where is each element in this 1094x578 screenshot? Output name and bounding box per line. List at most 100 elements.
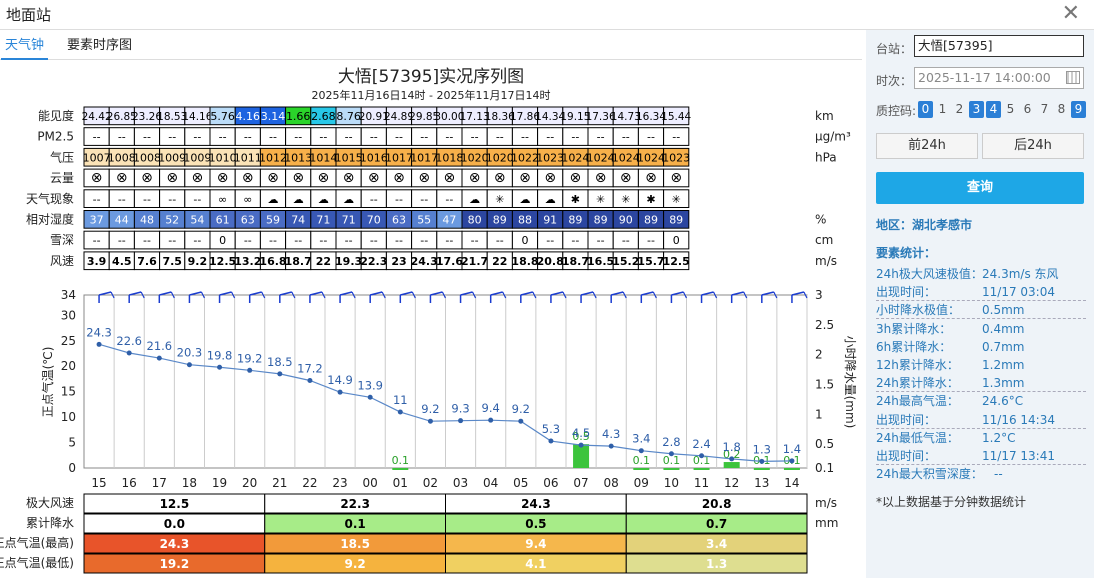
table-value: --: [370, 234, 378, 247]
qc-code-7[interactable]: 7: [1040, 102, 1049, 116]
table-value: --: [471, 234, 479, 247]
qc-code-2[interactable]: 2: [955, 102, 964, 116]
table-value: --: [546, 234, 554, 247]
qc-code-8[interactable]: 8: [1057, 102, 1066, 116]
next-24h-button[interactable]: 后24h: [982, 133, 1084, 159]
table-value: --: [118, 193, 126, 206]
stat-value: 24.3m/s 东风: [982, 267, 1059, 281]
summary-label: 累计降水: [26, 516, 74, 530]
table-value: 1016: [360, 151, 388, 164]
table-value: 54: [190, 214, 204, 227]
precip-bar: [723, 462, 740, 468]
tab-weather-clock[interactable]: 天气钟: [1, 36, 49, 60]
wind-barb: [701, 291, 714, 296]
wind-barb: [472, 291, 477, 299]
station-input[interactable]: 大悟[57395]: [914, 35, 1084, 57]
qc-label: 质控码:: [876, 104, 917, 118]
temperature-label: 3.4: [632, 432, 650, 446]
table-value: 1.66: [286, 110, 311, 123]
station-label: 台站：: [876, 42, 913, 56]
wind-barb: [441, 291, 446, 299]
temperature-label: 5.3: [542, 422, 560, 436]
table-value: 63: [241, 214, 255, 227]
wind-barb: [520, 291, 533, 296]
calendar-icon[interactable]: [1066, 71, 1080, 84]
table-value: ☁: [268, 193, 279, 206]
y-left-tick: 10: [61, 410, 76, 424]
summary-value: 20.8: [702, 497, 732, 511]
wind-barb: [400, 291, 413, 296]
row-label: 相对湿度: [26, 212, 74, 227]
summary-value: 0.1: [344, 517, 365, 531]
row-unit: m/s: [815, 254, 837, 268]
wind-barb: [580, 291, 594, 296]
table-value: 15.44: [661, 111, 691, 123]
y-left-tick: 30: [61, 308, 76, 322]
time-input[interactable]: 2025-11-17 14:00:00: [914, 67, 1084, 89]
qc-code-0[interactable]: 0: [918, 101, 933, 118]
qc-code-6[interactable]: 6: [1023, 102, 1032, 116]
table-value: 18.7: [285, 255, 312, 268]
table-value: ⊗: [620, 170, 632, 186]
table-value: 1017: [410, 151, 438, 164]
row-label: PM2.5: [37, 130, 74, 144]
qc-code-5[interactable]: 5: [1006, 102, 1015, 116]
stat-row: 24h最大积雪深度： --: [876, 465, 1086, 483]
table-value: 0: [219, 234, 226, 247]
stat-row: 24h累计降水： 1.3mm: [876, 374, 1086, 393]
table-value: 18.36: [485, 111, 515, 123]
temperature-label: 4.3: [602, 427, 620, 441]
stat-row: 24h最低气温： 1.2°C: [876, 429, 1086, 447]
summary-value: 19.2: [160, 557, 190, 571]
table-value: --: [395, 131, 403, 144]
stat-value: 11/16 14:34: [982, 412, 1055, 427]
region-text: 地区：湖北孝感市: [876, 218, 973, 232]
wind-barb: [129, 291, 142, 296]
wind-barb: [261, 291, 266, 299]
prev-24h-button[interactable]: 前24h: [876, 133, 978, 159]
wind-barb: [351, 291, 356, 299]
wind-barb: [189, 291, 202, 296]
qc-code-3[interactable]: 3: [969, 101, 984, 118]
wind-barb: [291, 291, 296, 299]
table-value: ⊗: [645, 170, 657, 186]
qc-code-9[interactable]: 9: [1071, 101, 1086, 118]
precip-label: 0.1: [633, 454, 651, 467]
table-value: 89: [669, 214, 683, 227]
table-value: --: [168, 234, 176, 247]
precip-label: 0.2: [723, 448, 741, 461]
table-value: 1024: [587, 151, 615, 164]
temperature-line: [98, 343, 792, 462]
table-value: 1012: [259, 151, 287, 164]
table-value: --: [471, 131, 479, 144]
summary-value: 0.5: [525, 517, 546, 531]
stat-value: 0.7mm: [982, 339, 1025, 354]
y-right-tick: 1: [815, 407, 823, 421]
table-value: --: [647, 234, 655, 247]
temperature-label: 9.3: [451, 402, 469, 416]
table-value: ✱: [646, 193, 655, 206]
tab-bar: 天气钟 要素时序图: [0, 32, 862, 60]
table-value: 70: [367, 214, 381, 227]
query-button[interactable]: 查询: [876, 172, 1084, 204]
table-value: ⊗: [368, 170, 380, 186]
stat-key: 出现时间：: [876, 449, 937, 463]
wind-barb: [309, 291, 323, 296]
tab-element-timeseries[interactable]: 要素时序图: [67, 38, 133, 53]
temperature-point: [638, 448, 644, 454]
table-value: 1022: [511, 151, 539, 164]
y-left-tick: 0: [68, 461, 76, 475]
table-value: 22: [492, 255, 507, 268]
qc-code-1[interactable]: 1: [938, 102, 947, 116]
table-cell: [663, 230, 690, 250]
close-icon[interactable]: ✕: [1061, 1, 1080, 26]
stat-row: 12h累计降水： 1.2mm: [876, 356, 1086, 374]
wind-barb: [370, 291, 383, 296]
temperature-label: 4.5: [572, 426, 590, 440]
table-value: 5.76: [210, 110, 235, 123]
qc-code-4[interactable]: 4: [986, 101, 1001, 118]
temperature-point: [729, 456, 735, 462]
temperature-label: 9.2: [512, 402, 530, 416]
wind-barb: [430, 291, 443, 296]
temperature-point: [548, 438, 554, 444]
